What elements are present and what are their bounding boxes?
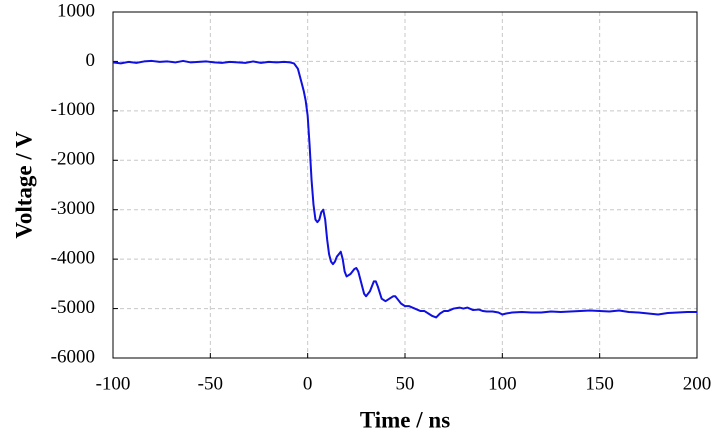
y-tick-label: -2000 — [51, 149, 95, 170]
y-tick-label: -1000 — [51, 99, 95, 120]
x-tick-label: 200 — [683, 373, 712, 394]
data-line — [112, 59, 697, 319]
y-tick-label: 0 — [86, 50, 96, 71]
y-axis-title: Voltage / V — [11, 131, 36, 239]
y-tick-label: -4000 — [51, 248, 95, 269]
y-tick-label: -3000 — [51, 198, 95, 219]
y-tick-label: -5000 — [51, 297, 95, 318]
x-tick-label: -50 — [198, 373, 223, 394]
x-tick-label: 0 — [303, 373, 313, 394]
x-tick-label: 150 — [585, 373, 614, 394]
x-axis-title: Time / ns — [360, 407, 450, 432]
plot-frame — [112, 11, 698, 359]
y-tick-label: 1000 — [57, 0, 95, 21]
x-tick-label: 100 — [488, 373, 517, 394]
x-tick-label: 50 — [396, 373, 415, 394]
y-tick-label: -6000 — [51, 346, 95, 367]
x-tick-label: -100 — [96, 373, 131, 394]
